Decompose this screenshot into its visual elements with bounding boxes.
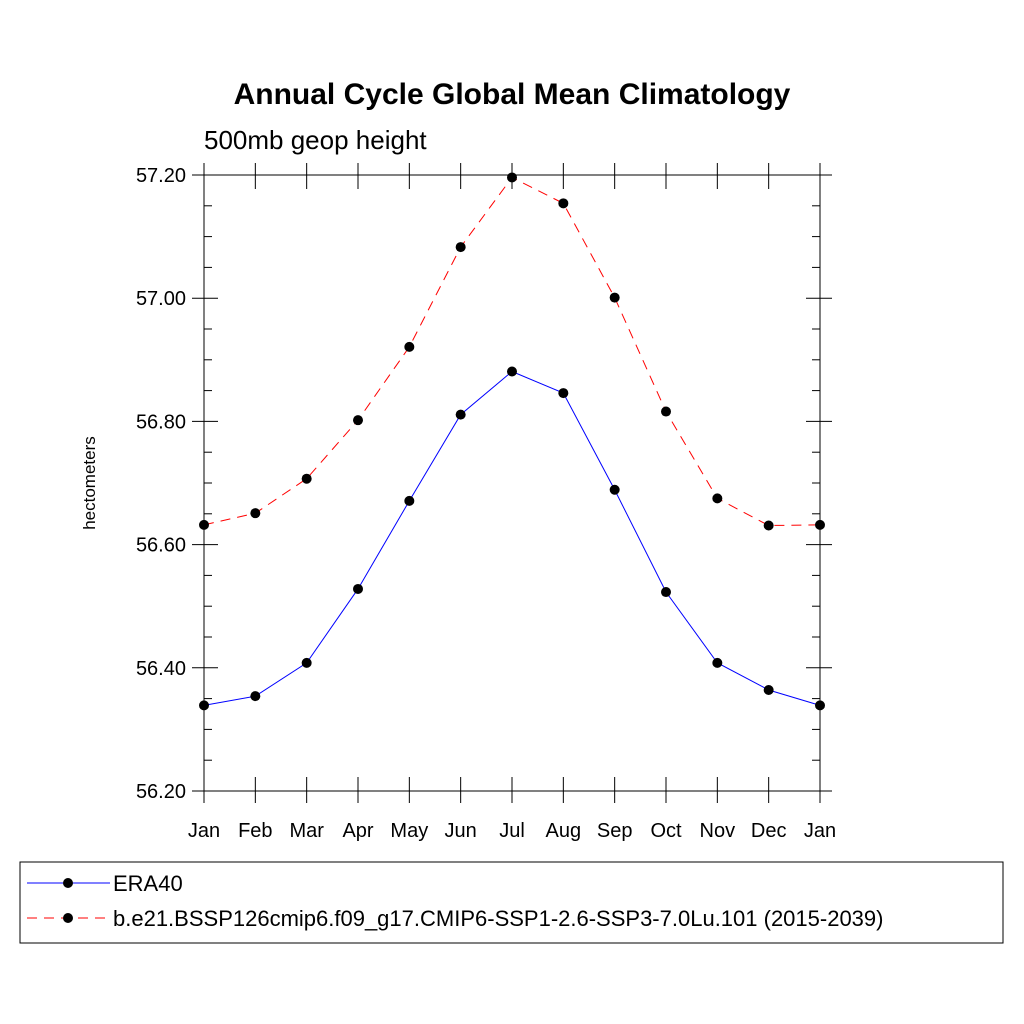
- data-point: [353, 583, 363, 594]
- x-tick-labels: Jan Feb Mar Apr May Jun Jul Aug Sep Oct Nov Dec Jan: [188, 820, 836, 842]
- data-point: [661, 587, 671, 598]
- data-point: [558, 198, 569, 209]
- data-point: [661, 406, 671, 417]
- y-tick-label: 57.20: [136, 165, 186, 187]
- y-tick-label: 56.80: [136, 411, 186, 433]
- data-point: [199, 519, 209, 530]
- data-point: [815, 519, 825, 530]
- x-tick-label: Apr: [342, 820, 373, 842]
- data-point: [507, 366, 517, 377]
- chart-subtitle: 500mb geop height: [204, 125, 427, 155]
- y-tick-label: 56.40: [136, 658, 186, 680]
- y-tick-label: 56.20: [136, 781, 186, 803]
- major-ticks: [192, 163, 832, 803]
- series-line-era40: [203, 370, 821, 706]
- x-tick-label: Nov: [700, 820, 736, 842]
- data-point: [455, 409, 466, 420]
- x-tick-label: Mar: [289, 820, 324, 842]
- series-line-model: [203, 176, 821, 527]
- data-point: [558, 388, 569, 399]
- y-axis-label: hectometers: [80, 436, 99, 530]
- data-point: [250, 508, 261, 519]
- y-tick-label: 56.60: [136, 535, 186, 557]
- y-tick-label: 57.00: [136, 288, 186, 310]
- data-point: [815, 700, 825, 711]
- x-tick-label: Sep: [597, 820, 633, 842]
- data-point: [712, 493, 723, 504]
- x-tick-label: Jul: [499, 820, 525, 842]
- data-point: [301, 657, 312, 668]
- data-point: [609, 484, 620, 495]
- x-tick-label: Jan: [188, 820, 220, 842]
- x-tick-label: Jan: [804, 820, 836, 842]
- chart-title: Annual Cycle Global Mean Climatology: [234, 78, 791, 111]
- data-point: [353, 415, 363, 426]
- legend-box: [19, 861, 1004, 944]
- legend-label: b.e21.BSSP126cmip6.f09_g17.CMIP6-SSP1-2.…: [113, 906, 883, 931]
- legend-label: ERA40: [113, 871, 183, 896]
- x-tick-label: Feb: [238, 820, 272, 842]
- data-point: [712, 657, 723, 668]
- legend-marker: [63, 878, 73, 888]
- data-point: [404, 495, 415, 506]
- data-point: [199, 700, 209, 711]
- data-point: [455, 242, 466, 253]
- x-tick-label: Jun: [445, 820, 477, 842]
- data-point: [404, 341, 415, 352]
- x-tick-label: Oct: [650, 820, 682, 842]
- plot-frame: [203, 174, 821, 792]
- x-tick-label: Aug: [546, 820, 582, 842]
- data-point: [250, 691, 261, 702]
- data-point: [301, 473, 312, 484]
- y-tick-labels: 56.20 56.40 56.60 56.80 57.00 57.20: [136, 165, 186, 803]
- data-point: [609, 292, 620, 303]
- data-point: [763, 520, 774, 531]
- data-point: [507, 172, 517, 183]
- minor-ticks: [204, 205, 820, 761]
- x-tick-label: Dec: [751, 820, 787, 842]
- legend: ERA40 b.e21.BSSP126cmip6.f09_g17.CMIP6-SS…: [27, 871, 883, 931]
- series-layer: [199, 172, 825, 711]
- x-tick-label: May: [390, 820, 428, 842]
- legend-marker: [63, 913, 73, 923]
- data-point: [763, 684, 774, 695]
